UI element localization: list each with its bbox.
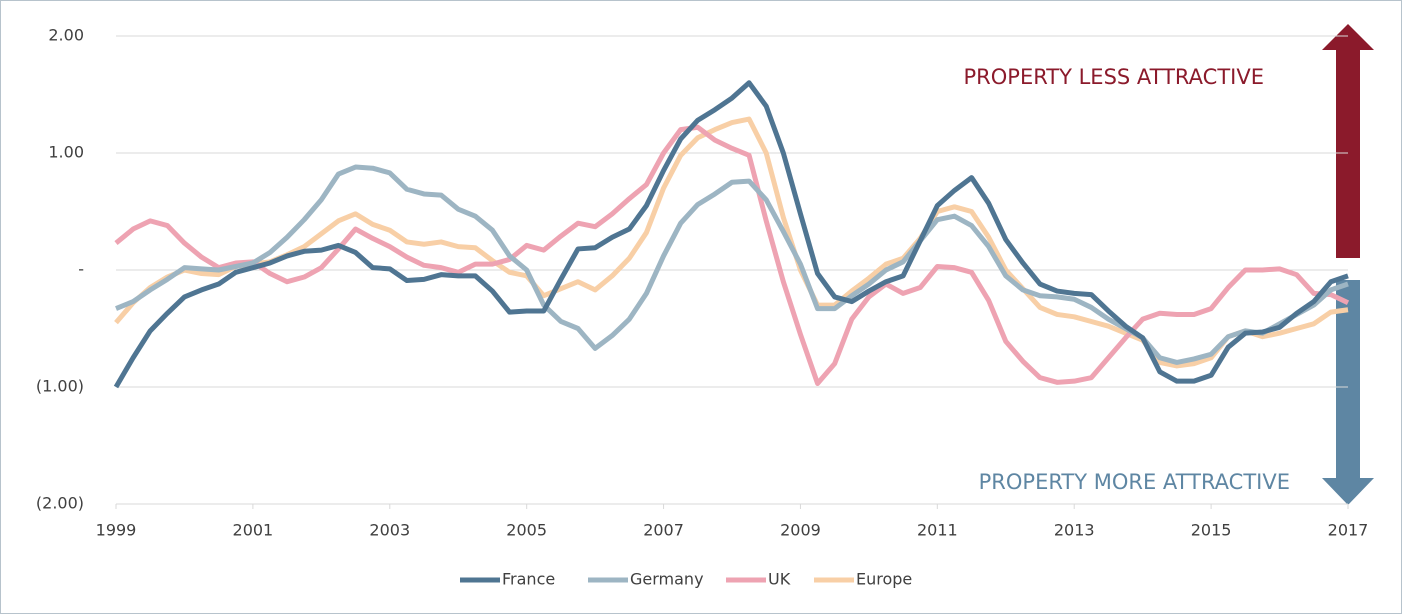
x-tick-label: 2003 — [369, 521, 410, 540]
x-tick-label: 2001 — [233, 521, 274, 540]
legend-label: UK — [768, 570, 791, 589]
y-tick-label: 2.00 — [48, 26, 84, 45]
series-line — [113, 80, 1349, 389]
x-tick-label: 2017 — [1328, 521, 1369, 540]
annotation-top: PROPERTY LESS ATTRACTIVE — [964, 65, 1265, 89]
x-tick-label: 2007 — [643, 521, 684, 540]
legend-label: Germany — [630, 570, 704, 589]
annotation-bottom: PROPERTY MORE ATTRACTIVE — [979, 470, 1290, 494]
series-line — [114, 124, 1350, 386]
x-tick-label: 1999 — [96, 521, 137, 540]
up-arrow — [1322, 24, 1374, 258]
legend-label: Europe — [856, 570, 912, 589]
x-tick-label: 2015 — [1191, 521, 1232, 540]
legend-label: France — [502, 570, 555, 589]
y-tick-label: (1.00) — [36, 377, 84, 396]
x-tick-label: 2013 — [1054, 521, 1095, 540]
y-tick-label: 1.00 — [48, 143, 84, 162]
x-tick-label: 2009 — [780, 521, 821, 540]
y-tick-label: (2.00) — [36, 494, 84, 513]
x-tick-label: 2011 — [917, 521, 958, 540]
y-tick-label: - — [78, 260, 84, 279]
x-tick-label: 2005 — [506, 521, 547, 540]
down-arrow — [1322, 280, 1374, 505]
